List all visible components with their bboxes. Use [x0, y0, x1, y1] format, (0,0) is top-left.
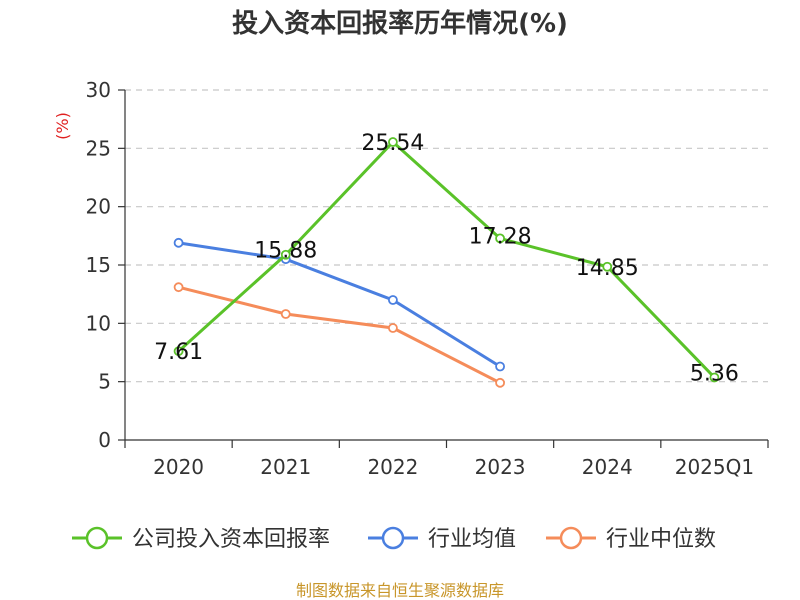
data-point — [280, 309, 291, 319]
data-point — [173, 282, 184, 293]
data-point — [173, 346, 184, 357]
data-source-note: 制图数据来自恒生聚源数据库 — [296, 581, 504, 600]
legend-label: 行业均值 — [428, 527, 516, 552]
data-point — [495, 361, 505, 372]
data-point — [388, 137, 398, 147]
legend-marker — [381, 526, 405, 550]
y-tick-label: 30 — [86, 78, 111, 102]
y-axis-label: (%) — [53, 112, 72, 140]
x-tick-label: 2022 — [367, 455, 418, 479]
legend-label: 行业中位数 — [606, 527, 716, 552]
data-point — [495, 377, 505, 388]
data-label: 15.88 — [254, 239, 317, 264]
data-label: 17.28 — [469, 224, 532, 249]
y-tick-label: 5 — [98, 370, 111, 394]
x-tick-label: 2023 — [475, 455, 526, 479]
data-label: 7.61 — [154, 340, 203, 365]
legend-marker — [559, 526, 583, 550]
y-tick-label: 25 — [86, 136, 111, 160]
data-label: 14.85 — [576, 256, 639, 281]
legend-marker — [85, 526, 109, 550]
x-tick-label: 2024 — [582, 455, 633, 479]
data-point — [388, 295, 398, 305]
data-point — [280, 249, 291, 260]
data-point — [495, 233, 505, 244]
y-tick-label: 15 — [86, 253, 111, 277]
y-tick-label: 20 — [86, 195, 111, 219]
chart-title: 投入资本回报率历年情况(%) — [232, 8, 568, 39]
data-point — [709, 372, 720, 383]
series-line — [177, 140, 716, 379]
legend-label: 公司投入资本回报率 — [132, 527, 330, 552]
series-line — [178, 241, 501, 368]
y-tick-label: 10 — [86, 311, 111, 335]
series-line — [178, 285, 501, 385]
data-point — [602, 261, 613, 272]
data-point — [173, 237, 184, 248]
x-tick-label: 2020 — [153, 455, 204, 479]
x-tick-label: 2025Q1 — [675, 455, 754, 479]
data-label: 25.54 — [361, 131, 424, 156]
x-tick-label: 2021 — [260, 455, 311, 479]
data-label: 5.36 — [690, 361, 739, 386]
data-point — [388, 323, 398, 333]
y-tick-label: 0 — [98, 428, 111, 452]
